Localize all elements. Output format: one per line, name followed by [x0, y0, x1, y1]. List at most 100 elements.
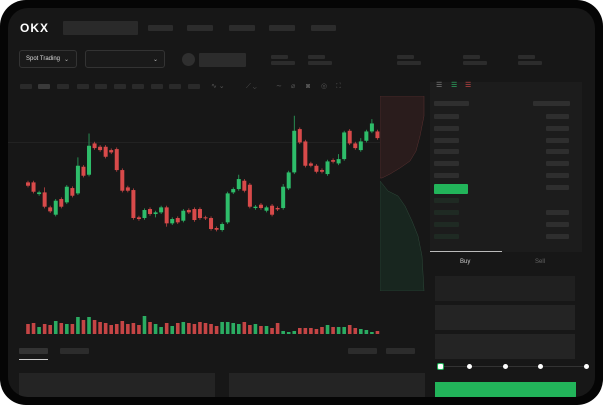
orderbook-both-icon[interactable]: ☰ — [436, 82, 443, 89]
fullscreen-icon[interactable]: ⛶ — [336, 83, 341, 90]
bid-amount — [546, 210, 569, 215]
volume-bar — [253, 324, 258, 334]
nav-item[interactable] — [269, 25, 295, 31]
candle-body — [353, 143, 358, 149]
buy-tab[interactable]: Buy — [460, 259, 471, 265]
draw-line-icon[interactable]: ⟋ ⌄ — [246, 83, 257, 90]
bid-price — [434, 198, 459, 203]
nav-item[interactable] — [148, 25, 173, 31]
total-input[interactable] — [435, 334, 575, 359]
candle-body — [264, 207, 269, 211]
volume-bar — [87, 317, 91, 334]
volume-bar — [353, 328, 358, 334]
camera-icon[interactable]: ◙ — [306, 83, 311, 90]
amount-slider[interactable] — [437, 363, 589, 370]
candle-body — [114, 149, 119, 171]
wave-icon[interactable]: ∼ — [276, 83, 282, 90]
candle-body — [342, 132, 347, 160]
bid-price — [434, 234, 459, 239]
filter-button[interactable] — [348, 348, 377, 354]
volume-bar — [26, 324, 30, 334]
candle-body — [275, 208, 280, 210]
sell-tab[interactable]: Sell — [535, 259, 546, 265]
timeframe-button[interactable] — [169, 84, 181, 89]
orderbook-sell-icon[interactable]: ☰ — [465, 82, 472, 89]
filter-button[interactable] — [386, 348, 415, 354]
nav-item[interactable] — [187, 25, 213, 31]
tab-indicator — [19, 359, 48, 360]
volume-bar — [342, 327, 346, 334]
timeframe-button[interactable] — [20, 84, 32, 89]
volume-bar — [120, 321, 125, 334]
volume-bar — [59, 323, 64, 334]
ruler-icon[interactable]: ⌀ — [291, 83, 296, 90]
header-amount — [533, 101, 570, 106]
candle-body — [148, 209, 153, 215]
chevron-down-icon: ⌄ — [64, 56, 70, 63]
timeframe-button[interactable] — [188, 84, 200, 89]
stat-value — [518, 61, 542, 65]
market-select-label: Spot Trading — [26, 56, 61, 62]
nav-item[interactable] — [311, 25, 336, 31]
stat-label — [518, 55, 535, 59]
timeframe-button[interactable] — [57, 84, 69, 89]
timeframe-button[interactable] — [38, 84, 50, 89]
candle-body — [197, 209, 202, 219]
candle-body — [31, 182, 36, 192]
timeframe-button[interactable] — [114, 84, 126, 89]
candle-body — [181, 210, 186, 221]
candle-body — [314, 165, 319, 172]
volume-bar — [65, 324, 69, 334]
pair-select[interactable]: ⌄ — [85, 50, 165, 68]
ask-amount — [546, 173, 569, 178]
volume-bar — [192, 324, 197, 334]
indicator-icon[interactable]: ∿ ⌄ — [211, 83, 225, 90]
amount-input[interactable] — [435, 305, 575, 330]
candle-body — [109, 150, 114, 153]
volume-bar — [131, 323, 136, 334]
bid-amount — [546, 222, 569, 227]
settings-icon[interactable]: ◎ — [321, 83, 328, 90]
stat-label — [308, 55, 325, 59]
candle-body — [120, 170, 125, 191]
candle-body — [292, 130, 297, 173]
orderbook-buy-icon[interactable]: ☰ — [451, 82, 458, 89]
tab-history[interactable] — [60, 348, 89, 354]
candle-body — [209, 218, 214, 230]
buy-button[interactable] — [435, 382, 576, 397]
volume-bar — [153, 324, 158, 334]
candle-body — [81, 166, 86, 176]
ask-amount — [546, 149, 569, 154]
candle-body — [53, 200, 58, 215]
tab-open-orders[interactable] — [19, 348, 48, 354]
timeframe-button[interactable] — [95, 84, 107, 89]
timeframe-button[interactable] — [132, 84, 144, 89]
volume-bar — [164, 323, 169, 334]
depth-chart — [380, 96, 425, 291]
volume-bar — [198, 322, 202, 334]
market-select[interactable]: Spot Trading ⌄ — [19, 50, 77, 68]
candle-body — [286, 172, 291, 189]
timeframe-button[interactable] — [151, 84, 163, 89]
nav-item[interactable] — [229, 25, 255, 31]
price-input[interactable] — [435, 276, 575, 301]
coin-icon — [182, 53, 195, 66]
volume-bar — [281, 331, 285, 334]
volume-bar — [270, 328, 274, 334]
volume-bar — [325, 325, 330, 334]
candlestick-chart[interactable] — [8, 96, 380, 346]
candle-body — [231, 189, 236, 193]
candle-body — [369, 123, 374, 132]
ask-price — [434, 114, 459, 119]
volume-bar — [48, 325, 52, 334]
okx-logo: OKX — [20, 21, 50, 35]
candle-body — [26, 182, 30, 186]
candle-body — [347, 130, 352, 144]
search-bar[interactable] — [63, 21, 138, 35]
timeframe-button[interactable] — [77, 84, 89, 89]
volume-bar — [70, 324, 75, 334]
slider-handle[interactable] — [437, 363, 444, 370]
candle-body — [214, 228, 219, 230]
volume-bar — [364, 330, 369, 334]
volume-bar — [126, 324, 130, 334]
